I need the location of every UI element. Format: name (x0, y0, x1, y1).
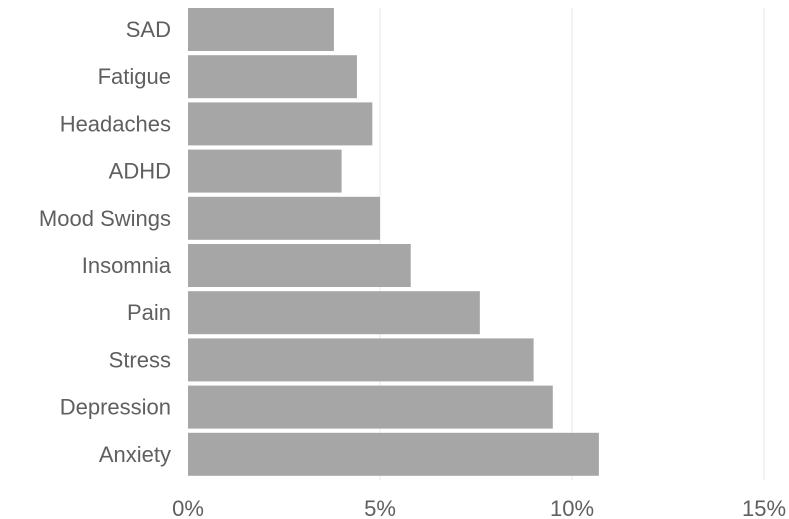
category-label: Pain (127, 300, 171, 325)
bar-insomnia (188, 244, 411, 287)
bar-headaches (188, 102, 373, 146)
category-label: SAD (126, 17, 171, 42)
bars (188, 8, 599, 476)
category-label: Depression (60, 395, 171, 420)
x-tick-label: 5% (364, 496, 396, 519)
bar-pain (188, 291, 480, 335)
x-tick-label: 10% (550, 496, 594, 519)
category-label: Headaches (60, 111, 171, 136)
category-label: Fatigue (98, 64, 171, 89)
category-labels: SAD Fatigue Headaches ADHD Mood Swings Insomn… (39, 17, 172, 467)
category-label: Insomnia (82, 253, 172, 278)
bar-fatigue (188, 55, 357, 99)
category-label: Mood Swings (39, 206, 171, 231)
bar-depression (188, 385, 553, 429)
category-label: ADHD (109, 159, 171, 184)
category-label: Anxiety (99, 442, 171, 467)
category-label: Stress (109, 347, 171, 372)
bar-mood-swings (188, 196, 380, 240)
bar-stress (188, 338, 534, 382)
bar-adhd (188, 149, 342, 193)
bar-anxiety (188, 432, 599, 476)
x-axis-tick-labels: 0% 5% 10% 15% (172, 496, 786, 519)
bar-sad (188, 8, 334, 51)
x-tick-label: 15% (742, 496, 786, 519)
x-tick-label: 0% (172, 496, 204, 519)
